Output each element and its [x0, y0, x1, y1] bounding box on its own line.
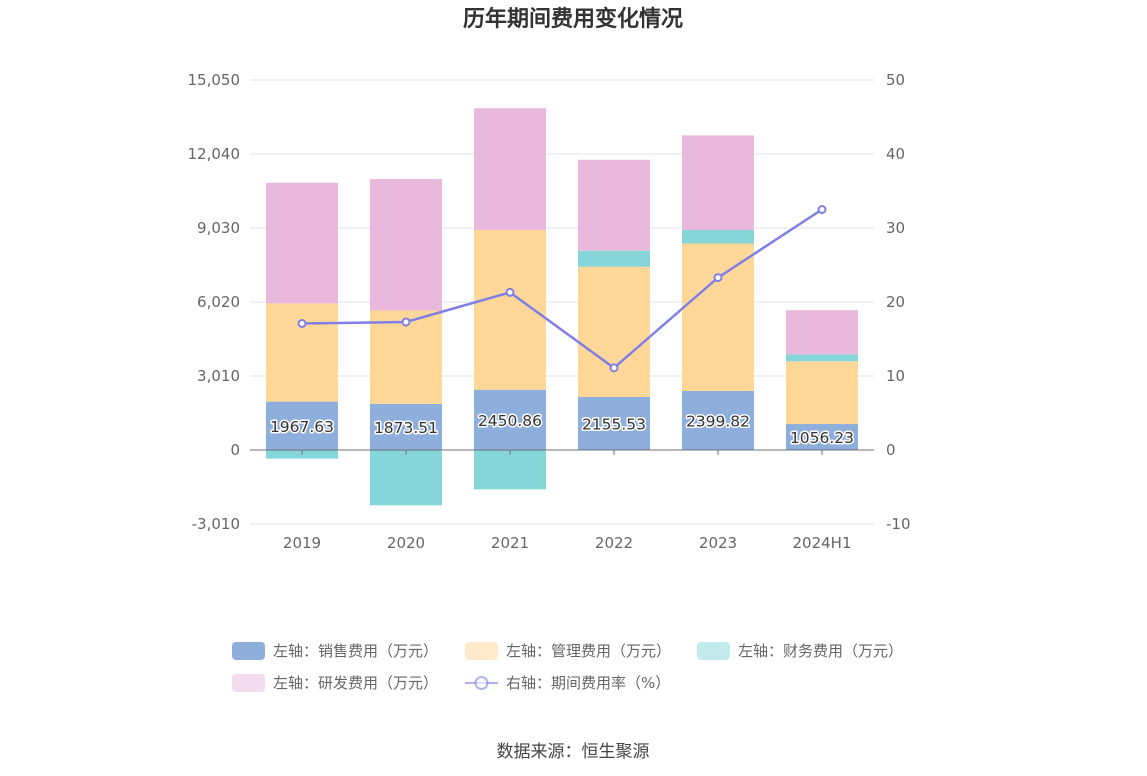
rate-point	[817, 205, 827, 214]
chart-title: 历年期间费用变化情况	[463, 6, 683, 32]
right-tick-label: 40	[886, 145, 905, 163]
bar-segment	[578, 266, 650, 398]
right-tick-label: 50	[886, 71, 905, 89]
x-tick-label: 2020	[387, 534, 425, 552]
right-tick-label: -10	[886, 515, 911, 533]
bar-data-label: 2399.82	[686, 413, 750, 431]
legend-swatch	[232, 642, 265, 660]
bar-segment	[474, 108, 546, 230]
bar-segment	[266, 303, 338, 402]
legend-item: 左轴：销售费用（万元）	[232, 642, 438, 660]
x-tick-label: 2021	[491, 534, 529, 552]
bar-segment	[786, 361, 858, 425]
x-axis-ticks: 2019 2020 2021 2022 2023 2024H1	[283, 534, 852, 552]
rate-point	[609, 363, 619, 373]
bar-segment	[682, 391, 754, 450]
rate-point	[401, 317, 411, 327]
legend-swatch	[232, 674, 265, 692]
bar-segment	[786, 424, 858, 450]
legend-label: 右轴：期间费用率（%）	[506, 674, 670, 692]
right-tick-label: 20	[886, 293, 905, 311]
left-tick-label: 0	[230, 441, 240, 459]
rate-point	[505, 287, 515, 297]
bar-data-label: 1967.63	[270, 418, 334, 436]
x-tick-label: 2022	[595, 534, 633, 552]
x-tick-label: 2024H1	[793, 534, 852, 552]
left-tick-label: -3,010	[192, 515, 240, 533]
legend-label: 左轴：管理费用（万元）	[506, 642, 671, 660]
grid-lines	[250, 79, 874, 525]
left-tick-label: 6,020	[197, 293, 240, 311]
bar-segment	[578, 159, 650, 251]
bar-segment	[370, 450, 442, 506]
left-axis-ticks: -3,010 0 3,010 6,020 9,030 12,040 15,050	[188, 71, 241, 533]
left-tick-label: 9,030	[197, 219, 240, 237]
bar-series	[266, 108, 858, 506]
x-tick-label: 2019	[283, 534, 321, 552]
bar-segment	[682, 243, 754, 392]
bar-segment	[578, 250, 650, 267]
rate-point	[713, 273, 723, 283]
bar-segment	[370, 178, 442, 311]
bar-data-label: 1873.51	[374, 419, 438, 437]
legend-swatch	[465, 642, 498, 660]
bar-segment	[474, 450, 546, 490]
right-tick-label: 0	[886, 441, 896, 459]
bar-segment	[786, 310, 858, 355]
source-note: 数据来源：恒生聚源	[497, 742, 650, 762]
data-labels: 1967.63 1873.51 2450.86 2155.53 2399.82 1056.…	[268, 410, 855, 448]
rate-line-series	[297, 205, 827, 373]
bar-data-label: 2450.86	[478, 412, 542, 430]
bar-data-label: 2155.53	[582, 416, 646, 434]
bar-segment	[266, 401, 338, 450]
left-tick-label: 3,010	[197, 367, 240, 385]
legend-swatch	[697, 642, 730, 660]
rate-point	[297, 318, 307, 328]
legend-item: 左轴：管理费用（万元）	[465, 642, 671, 660]
bar-segment	[682, 135, 754, 230]
bar-segment	[682, 229, 754, 244]
legend-label: 左轴：财务费用（万元）	[738, 642, 903, 660]
right-tick-label: 30	[886, 219, 905, 237]
legend-line-marker	[474, 676, 489, 690]
rate-line	[301, 208, 823, 370]
x-tick-label: 2023	[699, 534, 737, 552]
bar-segment	[578, 397, 650, 450]
right-tick-label: 10	[886, 367, 905, 385]
legend-label: 左轴：销售费用（万元）	[273, 642, 438, 660]
legend: 左轴：销售费用（万元） 左轴：管理费用（万元） 左轴：财务费用（万元） 左轴：研发费用…	[232, 642, 903, 692]
right-axis-ticks: -10 0 10 20 30 40 50	[886, 71, 911, 533]
legend-item: 右轴：期间费用率（%）	[465, 674, 670, 692]
left-tick-label: 12,040	[188, 145, 241, 163]
legend-label: 左轴：研发费用（万元）	[273, 674, 438, 692]
x-axis-line	[250, 449, 874, 455]
bar-segment	[474, 389, 546, 450]
bar-segment	[786, 354, 858, 362]
legend-item: 左轴：财务费用（万元）	[697, 642, 903, 660]
legend-item: 左轴：研发费用（万元）	[232, 674, 438, 692]
bar-data-label: 1056.23	[790, 429, 854, 447]
left-tick-label: 15,050	[188, 71, 241, 89]
bar-segment	[370, 403, 442, 450]
bar-segment	[266, 182, 338, 304]
